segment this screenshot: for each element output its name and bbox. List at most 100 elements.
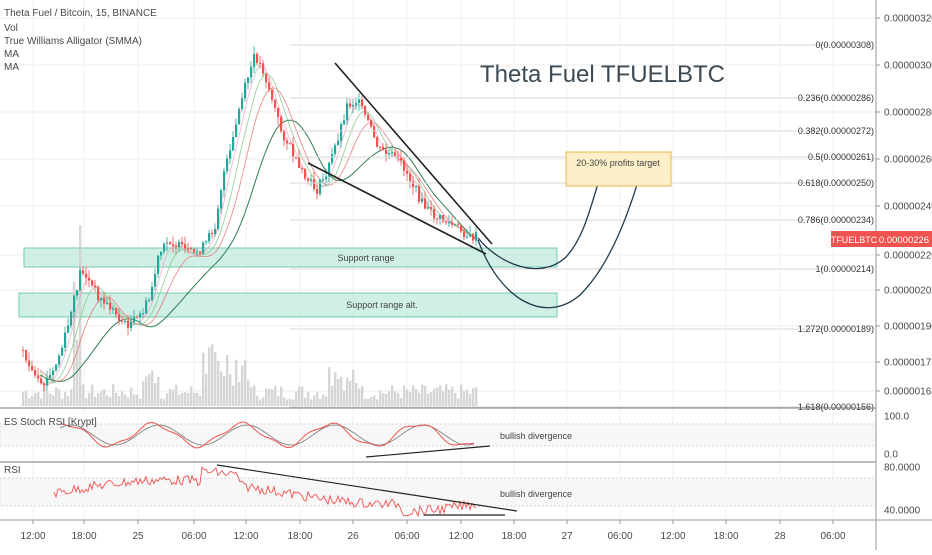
volume-bar xyxy=(463,391,466,406)
candle-body xyxy=(178,241,181,248)
volume-bar xyxy=(97,393,100,406)
candle-body xyxy=(31,366,34,371)
volume-bar xyxy=(112,384,115,406)
symbol-legend: Theta Fuel / Bitcoin, 15, BINANCE Vol Tr… xyxy=(4,8,157,73)
candle-body xyxy=(391,152,394,154)
volume-bar xyxy=(148,373,151,406)
candle-body xyxy=(451,222,454,225)
volume-bar xyxy=(169,389,172,406)
volume-bar xyxy=(166,393,169,406)
volume-bar xyxy=(145,376,148,406)
candle-body xyxy=(196,251,199,253)
stoch-pane-title: ES Stoch RSI [Krypt] xyxy=(4,417,97,428)
candle-body xyxy=(169,242,172,245)
candle-body xyxy=(37,375,40,379)
volume-bar xyxy=(424,385,427,406)
candle-body xyxy=(361,99,364,107)
volume-bar xyxy=(58,389,61,406)
rsi-pane-title: RSI xyxy=(4,465,21,476)
candle-body xyxy=(229,150,232,159)
volume-bar xyxy=(151,370,154,406)
volume-bar xyxy=(28,398,31,406)
volume-bar xyxy=(430,392,433,406)
candle-body xyxy=(151,286,154,300)
rsi-line xyxy=(53,466,477,518)
candle-body xyxy=(199,251,202,254)
candle-body xyxy=(382,147,385,150)
candle-body xyxy=(349,103,352,107)
candle-body xyxy=(97,287,100,301)
candle-body xyxy=(340,124,343,141)
volume-bar xyxy=(277,396,280,406)
candle-body xyxy=(94,285,97,288)
volume-bar xyxy=(349,380,352,406)
target-box-rect xyxy=(565,151,672,187)
volume-bar xyxy=(130,387,133,406)
candle-body xyxy=(118,314,121,321)
candle-body xyxy=(307,178,310,181)
candle-body xyxy=(238,108,241,125)
volume-bar xyxy=(370,397,373,406)
time-tick-label: 06:00 xyxy=(181,531,206,542)
time-tick-label: 12:00 xyxy=(660,531,685,542)
legend-indicator-ma-2: MA xyxy=(4,62,19,73)
candle-body xyxy=(73,295,76,313)
time-tick-label: 12:00 xyxy=(20,531,45,542)
volume-bar xyxy=(376,399,379,406)
volume-bar xyxy=(217,361,220,406)
candle-body xyxy=(64,332,67,348)
support-zone-alt-label: Support range alt. xyxy=(346,300,418,310)
candle-body xyxy=(367,114,370,121)
volume-bar xyxy=(82,384,85,406)
volume-bar xyxy=(445,384,448,406)
volume-bar xyxy=(127,397,130,406)
candle-body xyxy=(265,73,268,83)
candle-body xyxy=(433,209,436,219)
time-tick-label: 18:00 xyxy=(713,531,738,542)
stoch-tick-label: 0.0 xyxy=(884,450,898,461)
candle-body xyxy=(394,152,397,156)
fib-label: 0(0.00000308) xyxy=(815,40,874,50)
volume-bar xyxy=(316,392,319,406)
candle-body xyxy=(346,103,349,121)
candle-body xyxy=(295,157,298,159)
volume-bar xyxy=(298,386,301,406)
volume-bar xyxy=(379,390,382,406)
volume-bar xyxy=(205,373,208,406)
volume-bar xyxy=(244,359,247,406)
volume-bar xyxy=(67,396,70,406)
candle-body xyxy=(262,63,265,74)
price-tick-label: 0.00000220 xyxy=(884,251,932,262)
candle-body xyxy=(403,160,406,171)
volume-bar xyxy=(418,392,421,406)
fibonacci-levels: 0(0.00000308) 0.236(0.00000286) 0.382(0.00… xyxy=(290,40,874,412)
candle-body xyxy=(154,273,157,287)
moving-averages xyxy=(39,65,477,386)
volume-bar xyxy=(427,393,430,406)
volume-bar xyxy=(289,398,292,406)
legend-indicator-alligator: True Williams Alligator (SMMA) xyxy=(4,36,142,47)
volume-bar xyxy=(142,381,145,406)
candle-body xyxy=(310,179,313,181)
candle-body xyxy=(22,350,25,351)
fib-label: 1.272(0.00000189) xyxy=(798,324,874,334)
volume-bar xyxy=(310,399,313,406)
candle-body xyxy=(52,370,55,375)
volume-bar xyxy=(208,347,211,406)
candle-body xyxy=(211,233,214,235)
candle-body xyxy=(58,355,61,365)
volume-bar xyxy=(391,385,394,406)
volume-bar xyxy=(163,399,166,406)
candle-body xyxy=(421,198,424,202)
candle-body xyxy=(316,188,319,194)
volume-bar xyxy=(88,392,91,406)
candle-body xyxy=(202,242,205,254)
volume-bar xyxy=(403,385,406,406)
candle-body xyxy=(448,222,451,224)
volume-bar xyxy=(340,376,343,406)
volume-bar xyxy=(226,355,229,406)
candle-body xyxy=(217,208,220,229)
support-zone xyxy=(23,247,558,268)
